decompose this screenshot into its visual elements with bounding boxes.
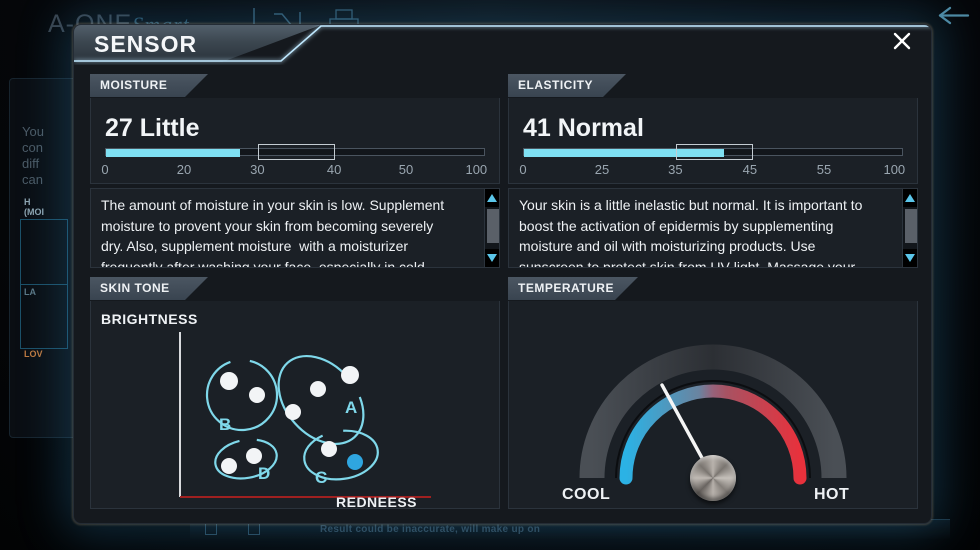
svg-text:B: B	[219, 415, 231, 434]
svg-text:A: A	[345, 398, 357, 417]
svg-text:D: D	[258, 464, 270, 483]
svg-text:C: C	[315, 468, 327, 487]
